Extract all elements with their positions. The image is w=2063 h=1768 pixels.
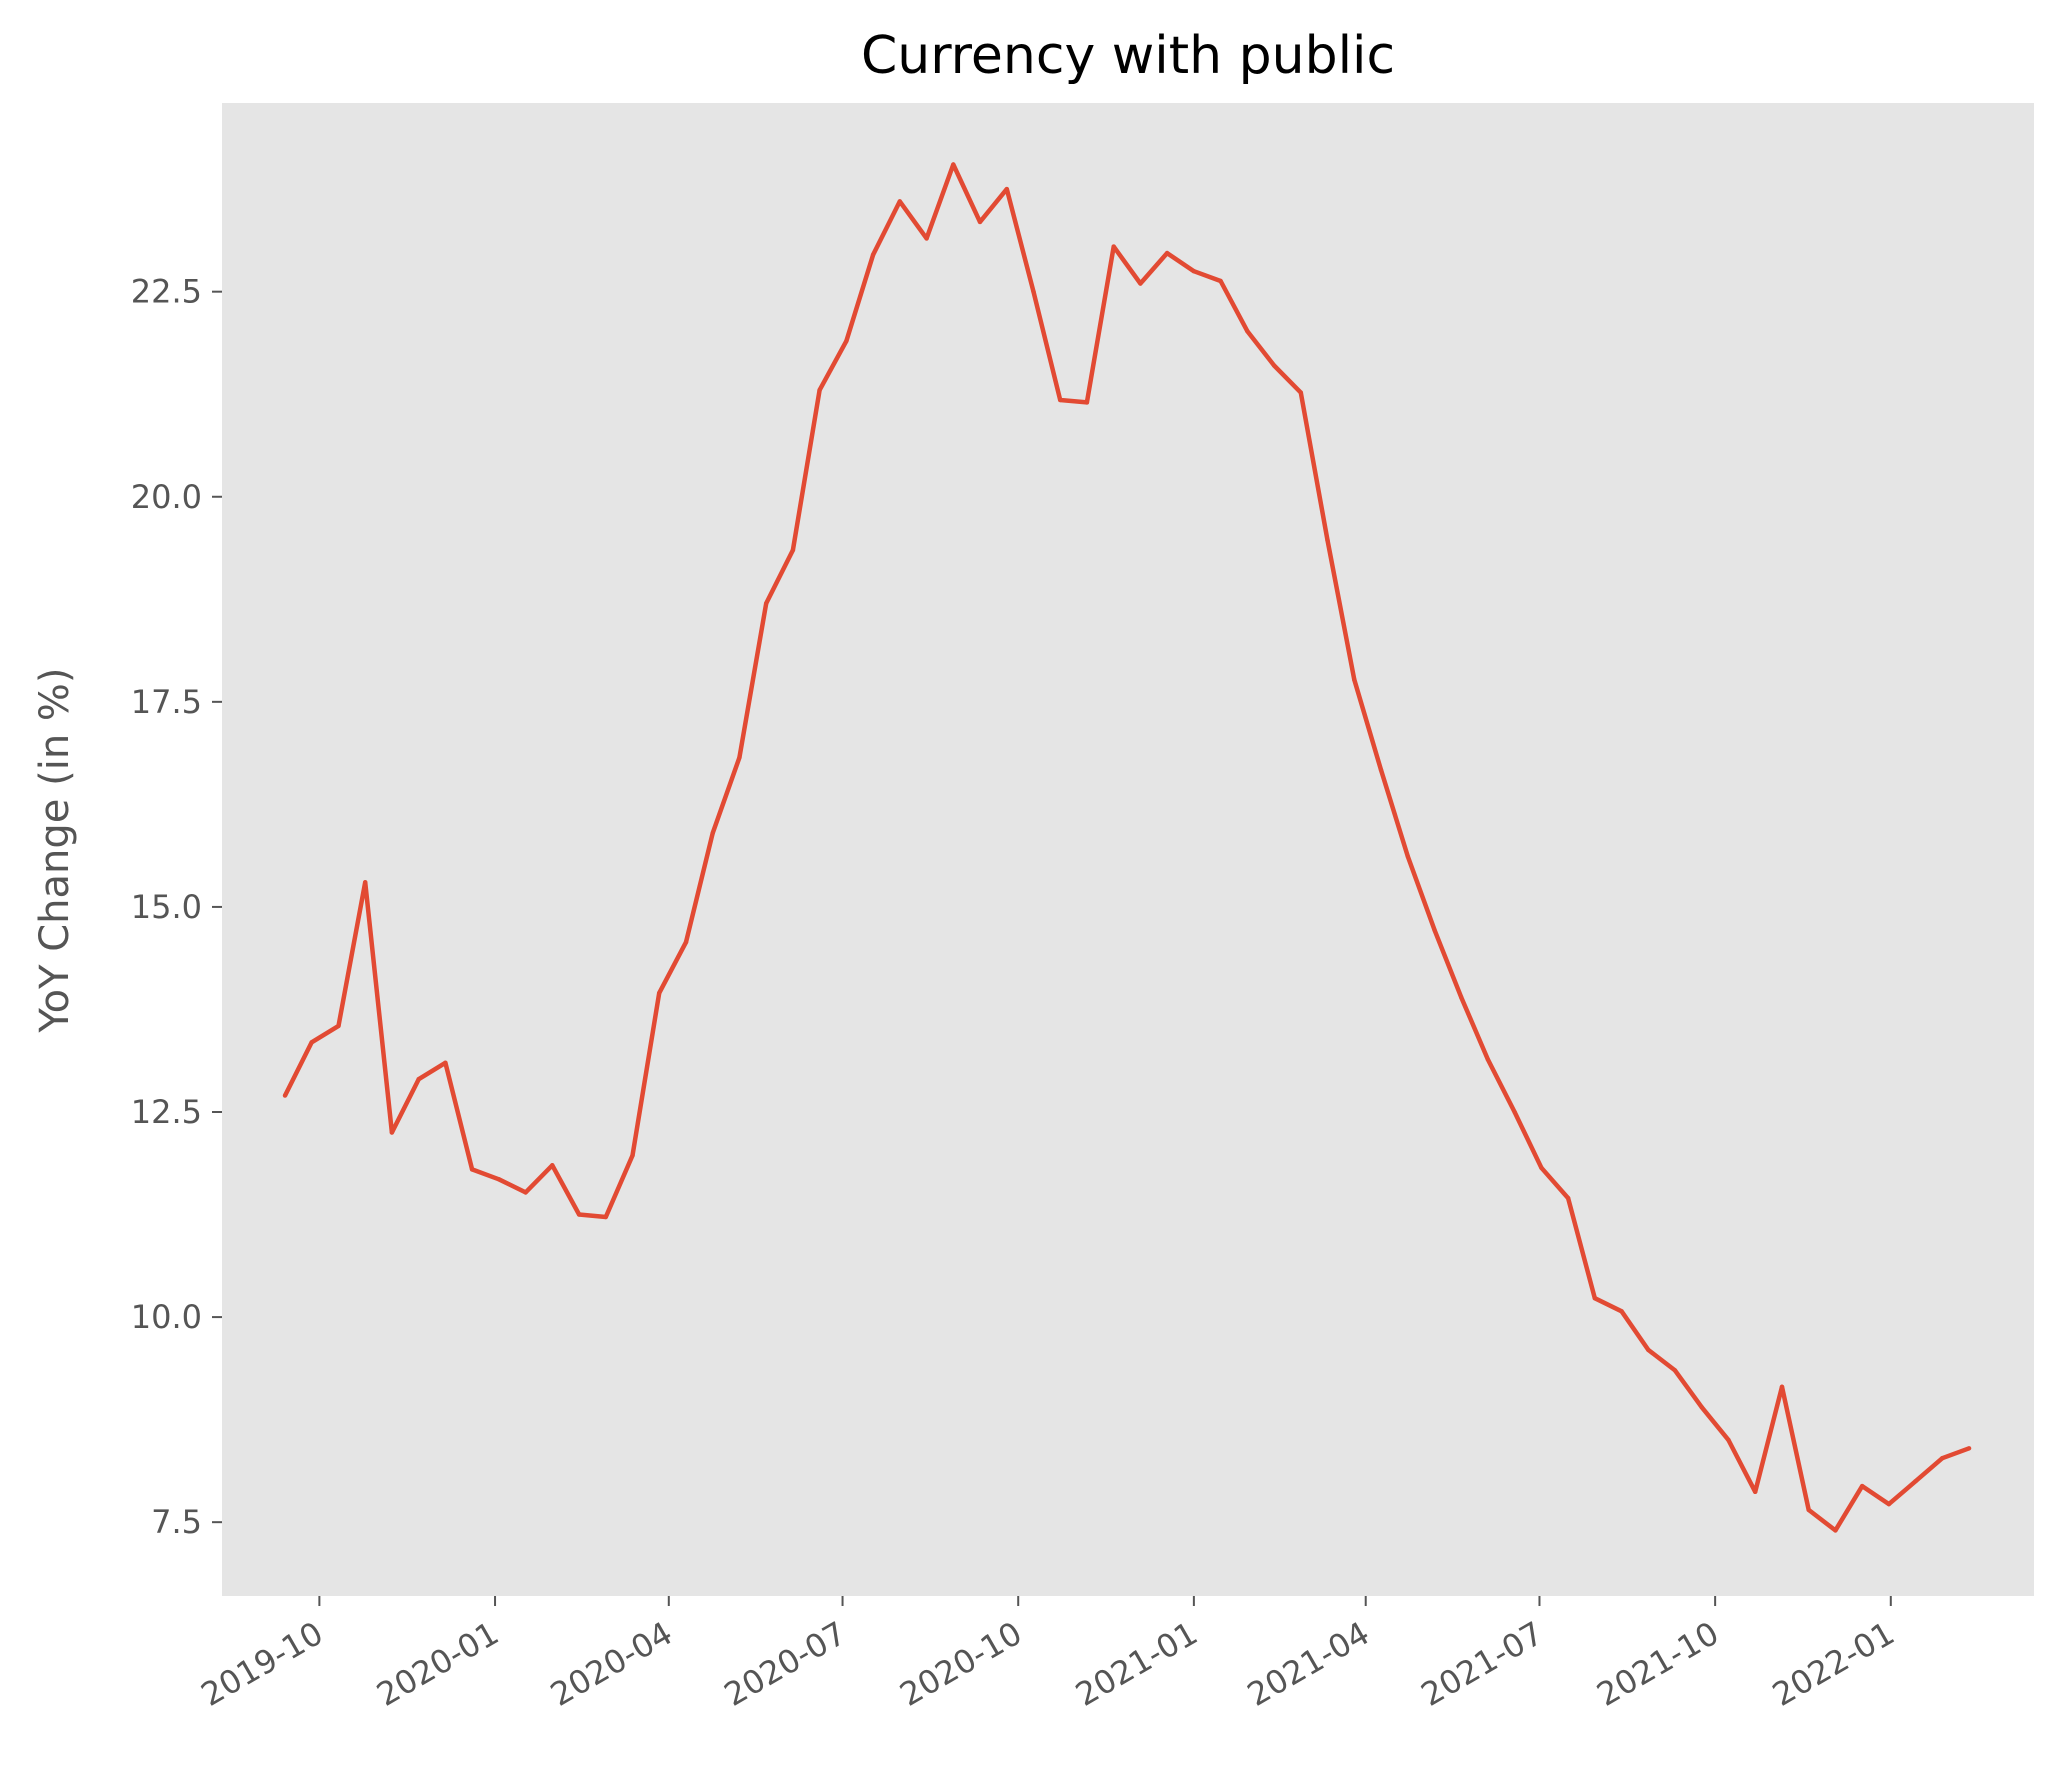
data-point (1432, 927, 1437, 933)
data-point (389, 1130, 395, 1135)
data-point (683, 940, 689, 945)
data-point (603, 1214, 608, 1220)
data-point (416, 1077, 421, 1082)
data-point (1191, 269, 1197, 274)
data-point (1886, 1501, 1892, 1507)
data-point (1726, 1437, 1731, 1443)
data-point (657, 990, 662, 996)
y-axis: 7.5 10.0 12.5 15.0 17.5 20.0 22.5 (131, 273, 222, 1541)
y-tick-label: 12.5 (131, 1093, 202, 1131)
chart-title: Currency with public (861, 26, 1395, 86)
data-point (1753, 1489, 1758, 1495)
data-point (1565, 1195, 1571, 1201)
data-point (523, 1190, 528, 1195)
data-point (870, 252, 876, 257)
data-point (897, 199, 902, 204)
data-point (1325, 538, 1330, 543)
data-point (817, 387, 822, 393)
data-point (1245, 328, 1250, 334)
data-point (1539, 1165, 1544, 1171)
data-point (1646, 1347, 1651, 1353)
plot-area (222, 103, 2034, 1596)
data-point (1699, 1405, 1705, 1410)
data-point (1298, 390, 1304, 395)
data-point (1485, 1057, 1491, 1062)
series-layer (282, 162, 1972, 1533)
data-point (1111, 244, 1116, 249)
data-point (1806, 1507, 1811, 1513)
data-point (576, 1212, 582, 1217)
data-point (1459, 995, 1464, 1000)
data-point (630, 1153, 635, 1158)
data-point (1592, 1296, 1598, 1301)
data-point (443, 1060, 448, 1066)
data-point (977, 219, 983, 225)
data-point (363, 880, 368, 885)
data-point (1031, 289, 1036, 294)
data-point (1779, 1384, 1785, 1390)
data-point (309, 1040, 314, 1045)
data-point (1378, 767, 1384, 773)
data-point (282, 1093, 288, 1098)
y-tick-label: 17.5 (131, 683, 202, 721)
data-point (1084, 400, 1090, 405)
data-point (790, 547, 796, 553)
data-point (1352, 677, 1357, 682)
data-point (1138, 281, 1143, 286)
data-point (1271, 363, 1277, 368)
data-point (1004, 186, 1009, 192)
data-point (1860, 1483, 1865, 1489)
data-point (764, 601, 769, 606)
data-point (737, 755, 742, 760)
data-point (710, 830, 715, 836)
data-point (1619, 1309, 1624, 1314)
y-tick-label: 7.5 (151, 1503, 202, 1541)
y-axis-title: YoY Change (in %) (32, 668, 78, 1034)
data-point (496, 1177, 502, 1182)
y-tick-label: 10.0 (131, 1298, 202, 1336)
data-point (469, 1167, 475, 1172)
data-point (924, 236, 929, 241)
y-tick-label: 22.5 (131, 273, 202, 311)
data-point (1966, 1446, 1972, 1451)
data-point (1058, 397, 1063, 403)
data-point (1512, 1109, 1517, 1115)
data-point (1218, 278, 1223, 284)
data-point (1672, 1368, 1678, 1373)
y-tick-label: 20.0 (131, 478, 202, 516)
series-line (282, 162, 1970, 1533)
data-point (1940, 1456, 1945, 1461)
data-point (550, 1163, 555, 1168)
data-point (844, 338, 849, 344)
y-tick-label: 15.0 (131, 888, 202, 926)
data-point (336, 1023, 341, 1029)
data-point (1913, 1479, 1918, 1484)
data-point (951, 162, 956, 167)
data-point (1164, 250, 1170, 256)
data-point (1833, 1528, 1838, 1533)
data-point (1405, 853, 1410, 859)
